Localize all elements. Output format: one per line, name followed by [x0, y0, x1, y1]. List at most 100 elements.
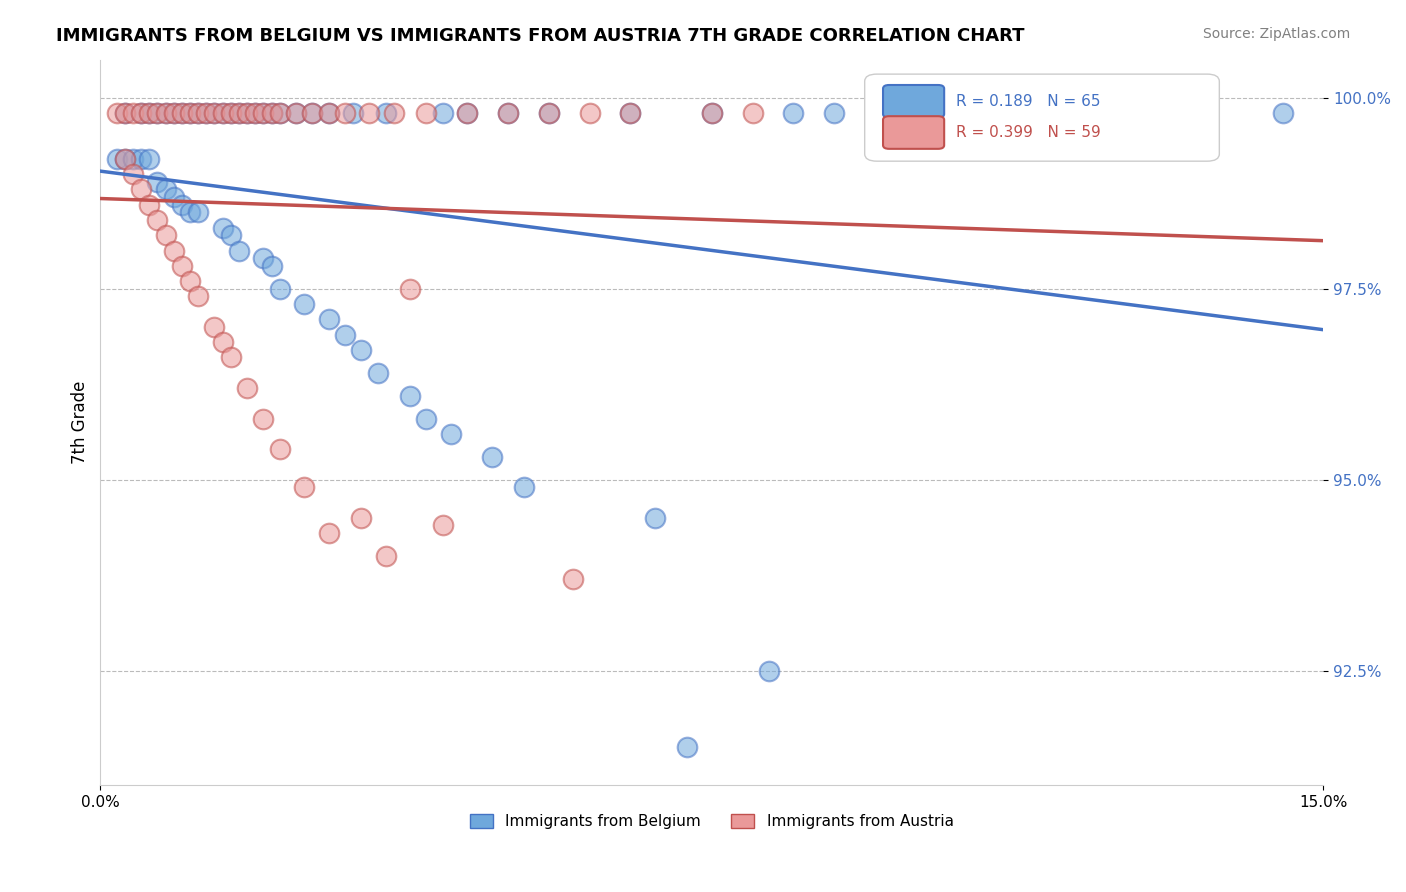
Point	[537, 106, 560, 120]
Point	[129, 106, 152, 120]
Point	[619, 106, 641, 120]
Point	[211, 220, 233, 235]
Point	[138, 106, 160, 120]
Point	[129, 106, 152, 120]
Point	[163, 190, 186, 204]
Point	[350, 510, 373, 524]
Point	[292, 480, 315, 494]
Point	[260, 106, 283, 120]
Point	[179, 274, 201, 288]
Point	[204, 319, 226, 334]
Legend: Immigrants from Belgium, Immigrants from Austria: Immigrants from Belgium, Immigrants from…	[464, 808, 960, 836]
Point	[252, 106, 274, 120]
Point	[432, 106, 454, 120]
Point	[537, 106, 560, 120]
Point	[129, 182, 152, 196]
Point	[228, 106, 250, 120]
Point	[245, 106, 267, 120]
Point	[236, 381, 259, 395]
Point	[187, 205, 209, 219]
Point	[211, 106, 233, 120]
Point	[415, 106, 437, 120]
Point	[228, 244, 250, 258]
Point	[269, 442, 291, 456]
Point	[122, 167, 145, 181]
Text: Source: ZipAtlas.com: Source: ZipAtlas.com	[1202, 27, 1350, 41]
Point	[179, 106, 201, 120]
Point	[481, 450, 503, 464]
Point	[155, 106, 177, 120]
Point	[170, 106, 193, 120]
Point	[333, 106, 356, 120]
Point	[114, 106, 136, 120]
Text: R = 0.399   N = 59: R = 0.399 N = 59	[956, 126, 1101, 140]
Point	[456, 106, 478, 120]
Point	[163, 244, 186, 258]
Point	[318, 106, 340, 120]
Point	[138, 152, 160, 166]
Point	[342, 106, 364, 120]
Point	[105, 152, 128, 166]
Point	[318, 526, 340, 541]
Point	[170, 197, 193, 211]
Point	[285, 106, 308, 120]
Point	[146, 175, 169, 189]
Point	[195, 106, 218, 120]
Point	[179, 205, 201, 219]
Point	[333, 327, 356, 342]
Point	[187, 106, 209, 120]
Point	[301, 106, 323, 120]
FancyBboxPatch shape	[883, 85, 945, 118]
Point	[105, 106, 128, 120]
Point	[146, 106, 169, 120]
Point	[252, 106, 274, 120]
Point	[138, 197, 160, 211]
Point	[163, 106, 186, 120]
Point	[1271, 106, 1294, 120]
Point	[114, 152, 136, 166]
Point	[155, 228, 177, 243]
Point	[578, 106, 600, 120]
Text: IMMIGRANTS FROM BELGIUM VS IMMIGRANTS FROM AUSTRIA 7TH GRADE CORRELATION CHART: IMMIGRANTS FROM BELGIUM VS IMMIGRANTS FR…	[56, 27, 1025, 45]
Point	[219, 351, 242, 365]
Point	[204, 106, 226, 120]
FancyBboxPatch shape	[883, 116, 945, 149]
Point	[219, 106, 242, 120]
Point	[399, 389, 422, 403]
Point	[399, 282, 422, 296]
Point	[219, 106, 242, 120]
Point	[211, 106, 233, 120]
Point	[245, 106, 267, 120]
Point	[236, 106, 259, 120]
Point	[318, 106, 340, 120]
Point	[170, 106, 193, 120]
Point	[782, 106, 804, 120]
Point	[496, 106, 519, 120]
Point	[211, 335, 233, 350]
Point	[285, 106, 308, 120]
Point	[146, 106, 169, 120]
Point	[129, 152, 152, 166]
Point	[228, 106, 250, 120]
Point	[382, 106, 405, 120]
Point	[146, 213, 169, 227]
Point	[676, 739, 699, 754]
Point	[122, 152, 145, 166]
Point	[236, 106, 259, 120]
Point	[432, 518, 454, 533]
Point	[187, 289, 209, 303]
Point	[700, 106, 723, 120]
Point	[456, 106, 478, 120]
Point	[301, 106, 323, 120]
Point	[269, 282, 291, 296]
Point	[374, 106, 396, 120]
Point	[644, 510, 666, 524]
Text: R = 0.189   N = 65: R = 0.189 N = 65	[956, 95, 1101, 109]
Point	[269, 106, 291, 120]
Point	[374, 549, 396, 563]
Point	[204, 106, 226, 120]
Point	[562, 572, 585, 586]
Point	[269, 106, 291, 120]
Point	[252, 251, 274, 265]
Point	[114, 106, 136, 120]
